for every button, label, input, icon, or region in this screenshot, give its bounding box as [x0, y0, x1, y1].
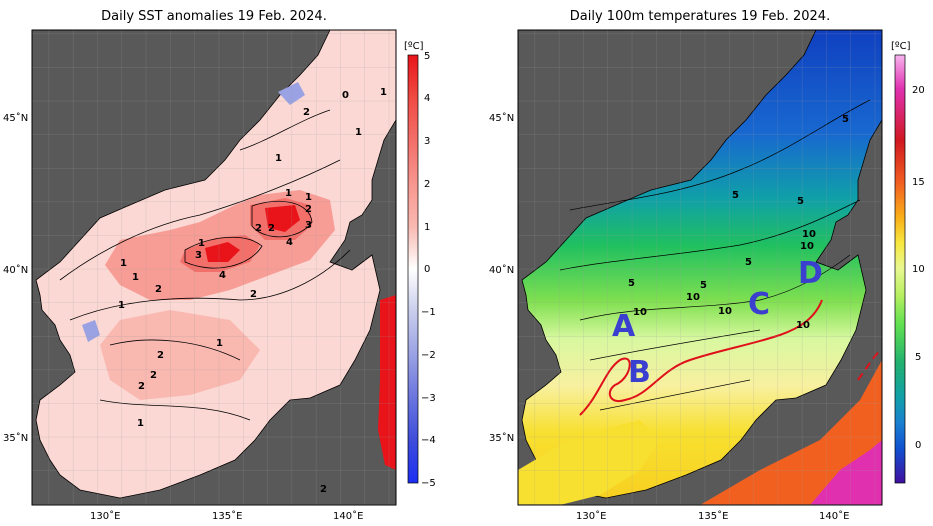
left-contour-label: 1 — [132, 272, 139, 283]
left-contour-label: 2 — [157, 350, 164, 361]
left-contour-labels: 0 1 1 2 1 1 1 2 2 2 4 3 3 1 4 2 2 1 1 1 … — [118, 87, 387, 495]
left-contour-label: 2 — [155, 284, 162, 295]
left-contour-label: 1 — [198, 238, 205, 249]
region-label-d: D — [798, 256, 823, 291]
left-colorbar-tick: 1 — [424, 222, 430, 233]
right-contour-label: 5 — [797, 196, 804, 207]
left-colorbar-tick: 4 — [424, 93, 430, 104]
left-contour-label: 2 — [255, 223, 262, 234]
left-colorbar-unit: [ºC] — [404, 41, 424, 52]
left-colorbar — [407, 54, 419, 484]
right-map — [518, 30, 882, 505]
right-lat-tick: 40˚N — [489, 264, 514, 276]
right-lon-tick: 140˚E — [819, 510, 849, 522]
right-lon-tick: 130˚E — [576, 510, 606, 522]
right-contour-label: 10 — [718, 306, 732, 317]
right-contour-label: 5 — [745, 257, 752, 268]
left-contour-label: 3 — [195, 250, 202, 261]
left-contour-label: 1 — [118, 300, 125, 311]
left-lat-tick: 45˚N — [3, 112, 28, 124]
right-contour-label: 5 — [842, 114, 849, 125]
right-colorbar — [894, 54, 906, 484]
region-label-b: B — [628, 355, 651, 390]
right-colorbar-tick: 5 — [915, 352, 921, 363]
left-contour-label: 1 — [137, 418, 144, 429]
left-contour-label: 1 — [355, 127, 362, 138]
left-axis-ticks: 130˚E 135˚E 140˚E 45˚N 40˚N 35˚N — [3, 112, 363, 522]
left-contour-label: 4 — [286, 237, 293, 248]
left-colorbar-tick: −5 — [421, 478, 436, 489]
left-colorbar-tick: 3 — [424, 136, 430, 147]
left-colorbar-ticks: 5 4 3 2 1 0 −1 −2 −3 −4 −5 — [421, 51, 436, 489]
right-colorbar-tick: 20 — [912, 85, 925, 96]
left-lon-tick: 140˚E — [333, 510, 363, 522]
left-contour-label: 4 — [219, 270, 226, 281]
left-contour-label: 1 — [275, 153, 282, 164]
right-lat-tick: 35˚N — [489, 432, 514, 444]
right-axis-ticks: 130˚E 135˚E 140˚E 45˚N 40˚N 35˚N — [489, 112, 849, 522]
left-lat-tick: 40˚N — [3, 264, 28, 276]
left-contour-label: 2 — [138, 381, 145, 392]
left-colorbar-tick: −3 — [421, 393, 436, 404]
right-colorbar-ticks: 20 15 10 5 0 — [912, 85, 925, 451]
right-contour-label: 10 — [686, 292, 700, 303]
left-contour-label: 1 — [285, 188, 292, 199]
left-map — [32, 30, 396, 505]
left-panel-title: Daily SST anomalies 19 Feb. 2024. — [101, 9, 327, 24]
left-contour-label: 2 — [303, 107, 310, 118]
right-region-labels: A B C D — [612, 256, 823, 390]
left-contour-label: 1 — [305, 192, 312, 203]
left-lon-tick: 130˚E — [90, 510, 120, 522]
right-colorbar-unit: [ºC] — [891, 41, 911, 52]
right-colorbar-tick: 0 — [915, 440, 921, 451]
right-contour-label: 10 — [802, 229, 816, 240]
right-colorbar-tick: 10 — [912, 264, 925, 275]
left-contour-label: 1 — [216, 338, 223, 349]
left-contour-label: 1 — [380, 87, 387, 98]
right-contour-label: 5 — [628, 278, 635, 289]
right-lon-tick: 135˚E — [698, 510, 728, 522]
left-lat-tick: 35˚N — [3, 432, 28, 444]
left-colorbar-tick: 5 — [424, 51, 430, 62]
region-label-a: A — [612, 309, 636, 344]
right-contour-label: 10 — [796, 320, 810, 331]
region-label-c: C — [748, 287, 770, 322]
left-contour-label: 0 — [342, 90, 349, 101]
right-frame — [517, 29, 883, 506]
left-colorbar-tick: −4 — [421, 435, 436, 446]
left-colorbar-tick: −2 — [421, 350, 436, 361]
left-contour-label: 2 — [150, 370, 157, 381]
left-contour-label: 2 — [320, 484, 327, 495]
left-contour-label: 2 — [250, 289, 257, 300]
right-contour-label: 5 — [700, 280, 707, 291]
left-contour-label: 1 — [120, 258, 127, 269]
right-contour-label: 10 — [800, 241, 814, 252]
right-contour-labels: 5 5 5 5 10 10 5 10 10 10 10 5 — [628, 114, 849, 331]
left-lon-tick: 135˚E — [212, 510, 242, 522]
left-colorbar-tick: 2 — [424, 179, 430, 190]
left-colorbar-tick: −1 — [421, 307, 436, 318]
left-colorbar-tick: 0 — [424, 264, 430, 275]
left-contour-label: 3 — [305, 220, 312, 231]
right-contour-label: 10 — [633, 307, 647, 318]
right-lat-tick: 45˚N — [489, 112, 514, 124]
left-frame — [31, 29, 397, 506]
right-colorbar-tick: 15 — [912, 177, 925, 188]
left-contour-label: 2 — [268, 223, 275, 234]
right-panel-title: Daily 100m temperatures 19 Feb. 2024. — [569, 9, 831, 24]
left-contour-label: 2 — [305, 204, 312, 215]
right-contour-label: 5 — [732, 190, 739, 201]
